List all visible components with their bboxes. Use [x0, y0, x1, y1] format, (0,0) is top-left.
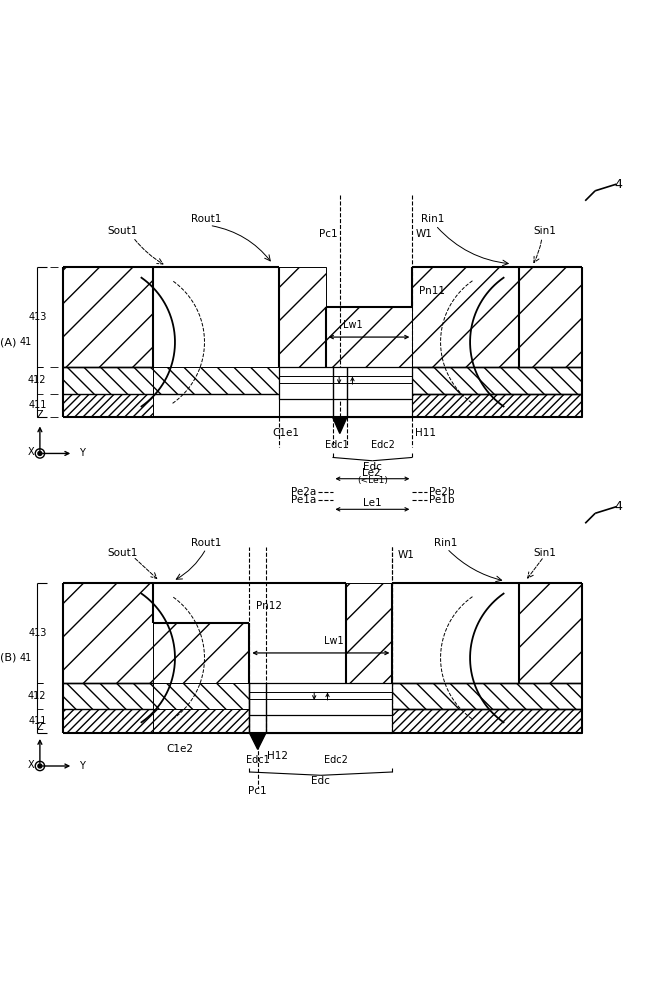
Bar	[153, 623, 249, 683]
Text: Sin1: Sin1	[534, 548, 557, 558]
Bar	[279, 394, 412, 417]
Text: X: X	[28, 760, 35, 770]
Text: H11: H11	[415, 428, 436, 438]
Text: 411: 411	[28, 400, 47, 410]
Bar	[63, 267, 153, 367]
Text: Edc2: Edc2	[371, 440, 395, 450]
Bar	[63, 394, 153, 417]
Bar	[412, 367, 582, 394]
Bar	[153, 367, 279, 394]
Bar	[63, 709, 153, 733]
Text: Edc: Edc	[311, 776, 331, 786]
Text: 411: 411	[28, 716, 47, 726]
Text: 413: 413	[28, 628, 47, 638]
Bar	[392, 709, 582, 733]
Text: Pn12: Pn12	[256, 601, 283, 611]
Bar	[519, 583, 582, 683]
Text: Rin1: Rin1	[434, 538, 458, 548]
Bar	[249, 683, 392, 715]
Text: Sout1: Sout1	[108, 548, 138, 558]
Bar	[279, 394, 326, 417]
Text: W1: W1	[416, 229, 433, 239]
Text: Pe2a: Pe2a	[291, 487, 316, 497]
Text: 412: 412	[28, 691, 47, 701]
Text: Lw1: Lw1	[342, 320, 362, 330]
Bar	[63, 367, 153, 394]
Bar	[63, 683, 153, 709]
Text: Rout1: Rout1	[191, 214, 221, 224]
Bar	[392, 683, 582, 709]
Text: Rout1: Rout1	[191, 538, 221, 548]
Text: 4: 4	[614, 178, 622, 191]
Text: Pc1: Pc1	[248, 786, 267, 796]
Text: Edc2: Edc2	[324, 755, 348, 765]
Bar	[519, 267, 582, 367]
Text: Sin1: Sin1	[534, 226, 557, 236]
Circle shape	[38, 764, 42, 768]
Text: 41: 41	[20, 653, 32, 663]
Text: 412: 412	[28, 375, 47, 385]
Text: Z: Z	[37, 410, 43, 420]
Text: W1: W1	[397, 550, 414, 560]
Bar	[279, 267, 326, 367]
Text: (<Le1): (<Le1)	[357, 476, 388, 485]
Bar	[63, 583, 153, 683]
Text: 4: 4	[614, 500, 622, 513]
Text: (B): (B)	[0, 653, 17, 663]
Text: Y: Y	[79, 448, 84, 458]
Polygon shape	[332, 417, 347, 434]
Circle shape	[38, 451, 42, 455]
Polygon shape	[249, 733, 266, 749]
Bar	[279, 367, 412, 399]
Text: Le1: Le1	[363, 498, 382, 508]
Text: (A): (A)	[0, 337, 17, 347]
Bar	[346, 583, 392, 683]
Text: Pe1b: Pe1b	[429, 495, 454, 505]
Bar	[412, 267, 519, 367]
Text: Edc1: Edc1	[246, 755, 269, 765]
Text: Edc: Edc	[363, 462, 382, 472]
Text: Rin1: Rin1	[420, 214, 444, 224]
Bar	[249, 709, 392, 733]
Text: C1e1: C1e1	[273, 428, 299, 438]
Text: Pe2b: Pe2b	[429, 487, 454, 497]
Text: Edc1: Edc1	[325, 440, 348, 450]
Text: Sout1: Sout1	[108, 226, 138, 236]
Text: Pn11: Pn11	[419, 286, 446, 296]
Text: Y: Y	[79, 761, 84, 771]
Text: C1e2: C1e2	[166, 744, 193, 754]
Text: Le2: Le2	[362, 468, 380, 478]
Text: Pc1: Pc1	[319, 229, 337, 239]
Bar	[153, 683, 249, 709]
Text: H12: H12	[267, 751, 289, 761]
Bar	[153, 709, 249, 733]
Text: 413: 413	[28, 312, 47, 322]
Text: Lw1: Lw1	[325, 636, 344, 646]
Text: Z: Z	[37, 722, 43, 732]
Text: Pe1a: Pe1a	[291, 495, 316, 505]
Bar	[412, 394, 582, 417]
Bar	[326, 307, 412, 367]
Text: 41: 41	[20, 337, 32, 347]
Text: X: X	[28, 447, 35, 457]
